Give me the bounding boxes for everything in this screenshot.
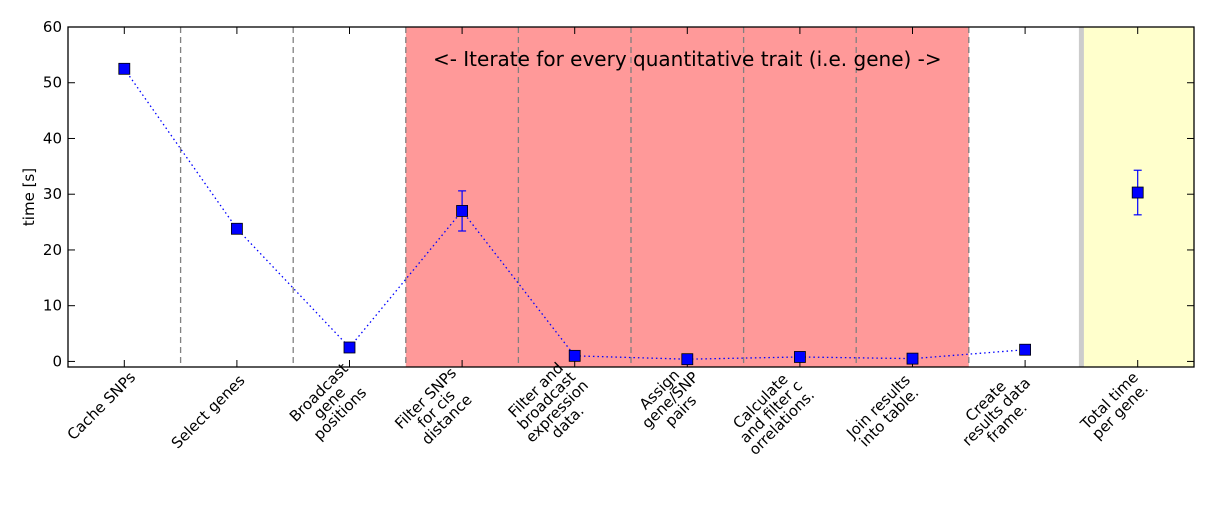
category-label-line: Cache SNPs bbox=[64, 368, 140, 444]
y-tick-label-10: 10 bbox=[43, 297, 62, 315]
category-label-group-5: Assigngene/SNPpairs bbox=[628, 358, 713, 443]
category-label-group-6: Calculateand filter correlations. bbox=[724, 365, 818, 459]
shaded-region-0 bbox=[405, 27, 969, 367]
category-label-5: Assigngene/SNPpairs bbox=[628, 358, 713, 443]
y-tick-label-60: 60 bbox=[43, 18, 62, 36]
category-label-7: Join resultsinto table. bbox=[842, 371, 924, 453]
category-label-group-9: Total timeper gene. bbox=[1076, 368, 1152, 444]
category-label-0: Cache SNPs bbox=[64, 368, 140, 444]
data-point-4 bbox=[568, 349, 581, 362]
category-label-1: Select genes bbox=[168, 371, 249, 452]
y-tick-label-50: 50 bbox=[43, 74, 62, 92]
category-label-6: Calculateand filter correlations. bbox=[724, 365, 818, 459]
data-point-2 bbox=[343, 341, 356, 354]
category-label-2: Broadcastgenepositions bbox=[286, 359, 373, 446]
y-tick-label-0: 0 bbox=[52, 352, 62, 370]
y-axis-title: time [s] bbox=[20, 168, 38, 226]
category-label-group-4: Filter andbroadcastexpressiondata. bbox=[501, 355, 603, 457]
data-point-7 bbox=[906, 352, 919, 365]
data-point-8 bbox=[1019, 343, 1031, 356]
y-tick-label-40: 40 bbox=[43, 129, 62, 147]
category-label-group-7: Join resultsinto table. bbox=[842, 371, 924, 453]
category-label-group-3: Filter SNPsfor cisdistance bbox=[391, 364, 481, 454]
iterate-annotation: <- Iterate for every quantitative trait … bbox=[433, 47, 942, 71]
data-point-0 bbox=[118, 62, 131, 75]
data-point-3 bbox=[456, 205, 469, 217]
data-point-5 bbox=[681, 353, 694, 366]
category-label-9: Total timeper gene. bbox=[1076, 368, 1152, 444]
category-label-8: Createresults dataframe. bbox=[948, 363, 1045, 460]
category-label-line: Select genes bbox=[168, 371, 249, 452]
data-point-6 bbox=[794, 351, 806, 363]
data-point-1 bbox=[230, 222, 243, 235]
category-label-group-2: Broadcastgenepositions bbox=[286, 359, 373, 446]
category-label-4: Filter andbroadcastexpressiondata. bbox=[501, 355, 603, 457]
category-label-group-0: Cache SNPs bbox=[64, 368, 140, 444]
y-tick-label-30: 30 bbox=[43, 185, 62, 203]
y-tick-label-20: 20 bbox=[43, 241, 62, 259]
category-label-group-8: Createresults dataframe. bbox=[948, 363, 1045, 460]
plot-frame bbox=[67, 26, 1195, 368]
data-point-9 bbox=[1131, 186, 1144, 199]
category-label-group-1: Select genes bbox=[168, 371, 249, 452]
category-label-3: Filter SNPsfor cisdistance bbox=[391, 364, 481, 454]
